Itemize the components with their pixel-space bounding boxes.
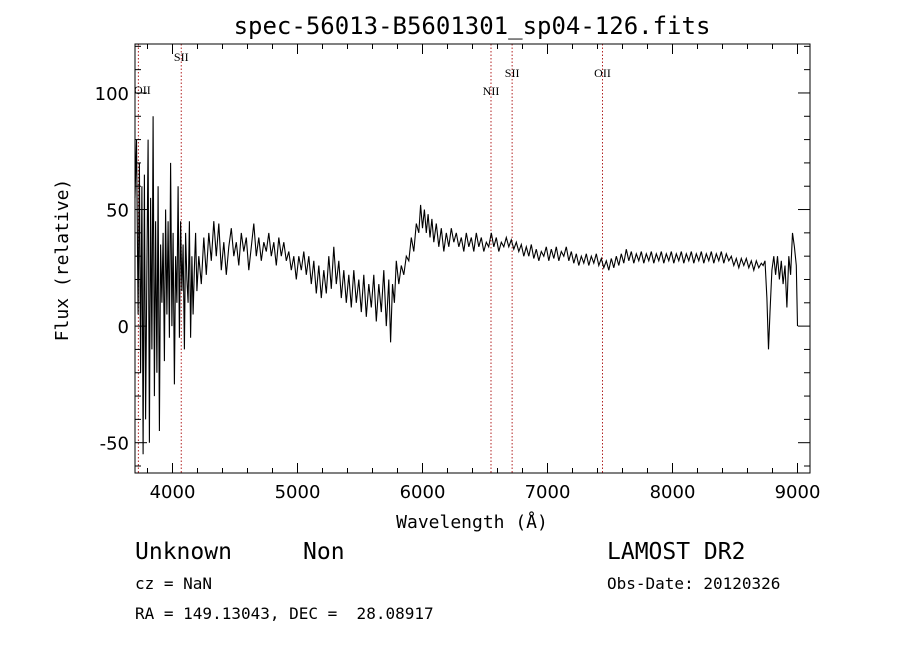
obs-date-label: Obs-Date: 20120326 [607,574,780,593]
emission-line-label-4: OII [594,66,611,80]
coordinates-label: RA = 149.13043, DEC = 28.08917 [135,604,434,623]
redshift-label: cz = NaN [135,574,212,593]
y-tick-label-2: 50 [106,201,129,222]
x-tick-label-1: 5000 [275,482,321,503]
x-tick-label-2: 6000 [400,482,446,503]
emission-line-label-2: NII [483,84,500,98]
survey-label: LAMOST DR2 [607,539,745,565]
x-tick-label-3: 7000 [525,482,571,503]
subclass-label: Non [303,539,345,565]
x-axis-label: Wavelength (Å) [396,511,548,533]
spectrum-series [134,116,799,455]
plot-frame [134,43,811,474]
x-tick-label-0: 4000 [150,482,196,503]
x-tick-label-4: 8000 [650,482,696,503]
y-tick-label-3: 100 [95,84,129,105]
y-tick-label-0: -50 [100,434,129,455]
chart-title: spec-56013-B5601301_sp04-126.fits [234,12,711,40]
plot-area: 4000 5000 6000 7000 8000 9000 -50 0 50 100 OII SII N… [95,43,821,503]
emission-line-label-3: SII [505,66,520,80]
classification-label: Unknown [135,539,232,565]
emission-line-label-0: OII [134,83,151,97]
y-axis-label: Flux (relative) [52,179,73,342]
emission-line-label-1: SII [174,50,189,64]
x-tick-label-5: 9000 [775,482,821,503]
y-tick-label-1: 0 [118,317,129,338]
